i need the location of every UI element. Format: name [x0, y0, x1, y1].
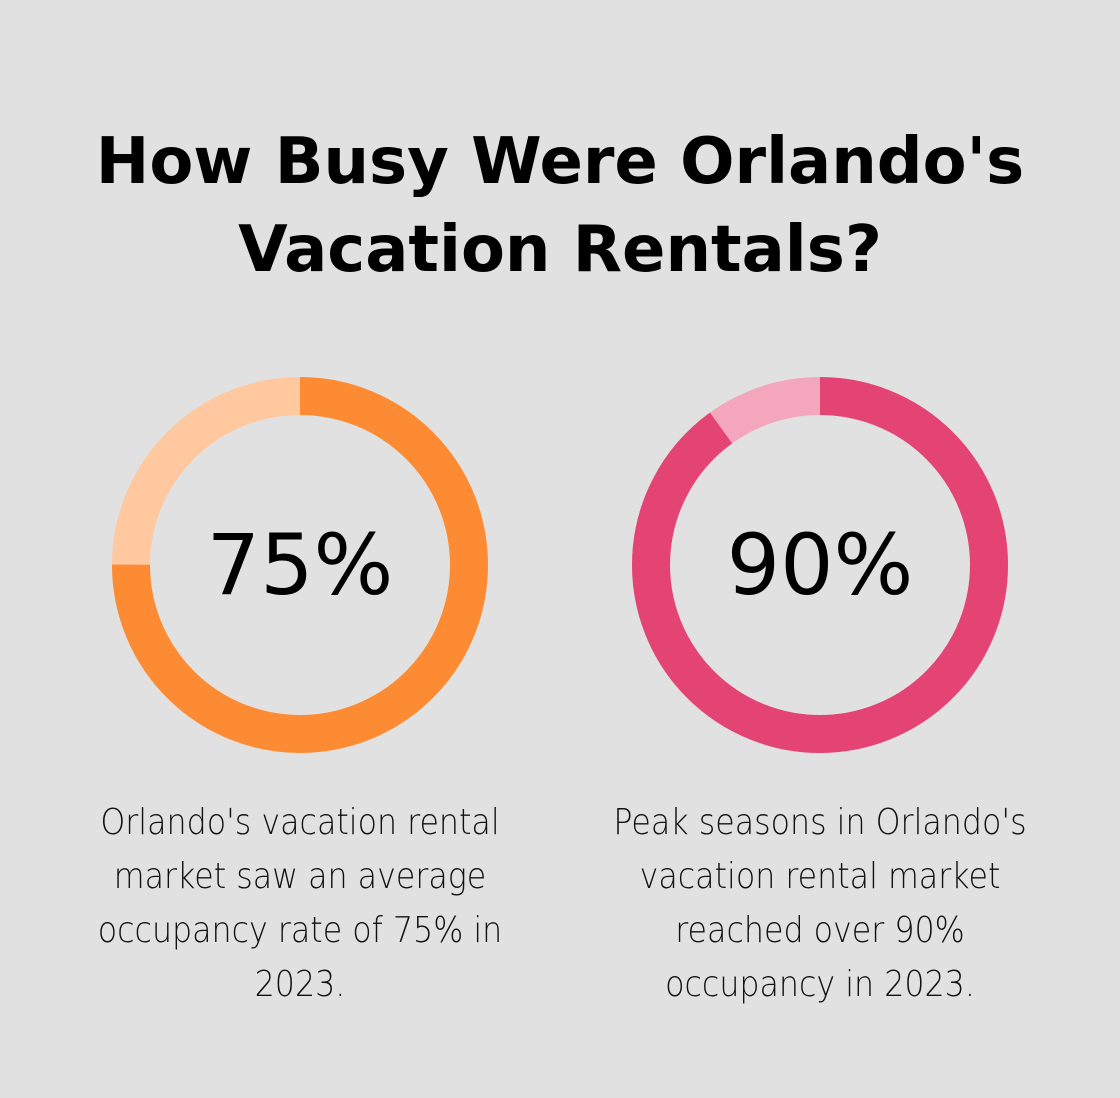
donut-chart-average-occupancy: 75%: [110, 375, 490, 755]
page-title: How Busy Were Orlando's Vacation Rentals…: [0, 118, 1120, 294]
percent-label: 90%: [726, 516, 914, 614]
donut-ring: [632, 377, 1008, 753]
description-average-occupancy: Orlando's vacation rental market saw an …: [97, 802, 503, 1005]
title-line-2: Vacation Rentals?: [238, 213, 882, 287]
donut-ring: [112, 377, 488, 753]
description-peak-occupancy: Peak seasons in Orlando's vacation renta…: [613, 802, 1027, 1005]
donut-chart-peak-occupancy: 90%: [630, 375, 1010, 755]
title-line-1: How Busy Were Orlando's: [95, 125, 1025, 199]
percent-label: 75%: [206, 516, 394, 614]
